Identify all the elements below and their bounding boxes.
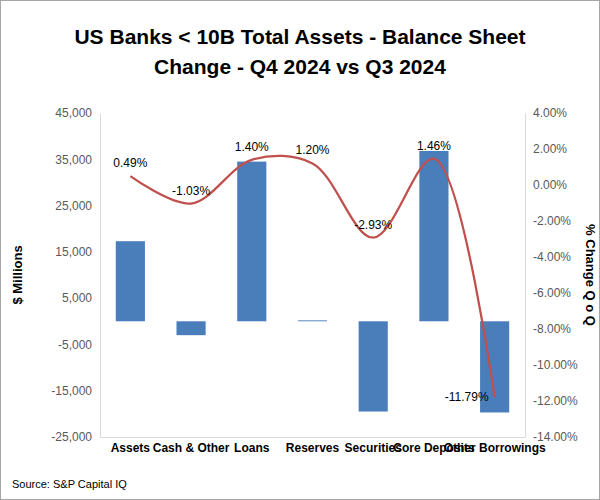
x-tick-label: Assets: [111, 441, 151, 455]
bar: [237, 162, 266, 322]
x-tick-label: Other Borrowings: [444, 441, 546, 455]
chart-title: US Banks < 10B Total Assets - Balance Sh…: [74, 25, 525, 48]
y-tick: 5,000: [62, 291, 100, 305]
y-tick: -25,000: [51, 430, 100, 444]
y2-tick-label: 4.00%: [533, 106, 567, 120]
bar: [359, 321, 388, 411]
x-tick: Reserves: [286, 437, 340, 455]
data-label: 1.20%: [295, 143, 329, 157]
y2-tick-label: -6.00%: [533, 286, 571, 300]
y-tick-label: 5,000: [62, 291, 92, 305]
chart-title: Change - Q4 2024 vs Q3 2024: [154, 55, 446, 78]
y2-tick: -2.00%: [525, 214, 571, 228]
bar: [116, 241, 145, 321]
source-note: Source: S&P Capital IQ: [12, 478, 127, 490]
y-tick-label: 35,000: [55, 153, 92, 167]
y-tick: 15,000: [55, 245, 100, 259]
y-tick-label: 15,000: [55, 245, 92, 259]
y2-tick: -4.00%: [525, 250, 571, 264]
y2-tick-label: -2.00%: [533, 214, 571, 228]
y-tick: 45,000: [55, 106, 100, 120]
y2-tick-label: 2.00%: [533, 142, 567, 156]
data-label: 1.46%: [417, 139, 451, 153]
y2-tick: -12.00%: [525, 394, 578, 408]
y2-axis: -14.00%-12.00%-10.00%-8.00%-6.00%-4.00%-…: [525, 106, 578, 444]
x-tick-label: Cash & Other: [153, 441, 230, 455]
bar: [298, 320, 327, 322]
y-axis: -25,000 -15,000 -5,000 5,000 15,000 25,000 35,…: [51, 106, 100, 444]
y-axis-title: $ Millions: [10, 245, 25, 304]
x-tick-label: Reserves: [286, 441, 340, 455]
y-tick-label: 25,000: [55, 199, 92, 213]
chart-border: [1, 1, 600, 500]
y2-tick: 2.00%: [525, 142, 567, 156]
data-label: -1.03%: [172, 184, 210, 198]
y2-tick-label: -4.00%: [533, 250, 571, 264]
y2-tick-label: -12.00%: [533, 394, 578, 408]
y2-tick-label: -8.00%: [533, 322, 571, 336]
y-tick-label: 45,000: [55, 106, 92, 120]
plot-marks: [116, 151, 509, 413]
bar: [419, 151, 448, 321]
chart: US Banks < 10B Total Assets - Balance Sh…: [0, 0, 600, 500]
y-tick: 25,000: [55, 199, 100, 213]
y2-tick: -10.00%: [525, 358, 578, 372]
y-axis-line: [100, 114, 101, 438]
data-label: 1.40%: [235, 140, 269, 154]
line: [130, 156, 494, 397]
y2-tick: 0.00%: [525, 178, 567, 192]
y2-tick: 4.00%: [525, 106, 567, 120]
y2-tick-label: 0.00%: [533, 178, 567, 192]
y-tick: -15,000: [51, 384, 100, 398]
data-label: -11.79%: [445, 390, 489, 404]
y-tick: -5,000: [58, 338, 100, 352]
y-tick: 35,000: [55, 153, 100, 167]
x-tick: Loans: [234, 437, 270, 455]
data-label: -2.93%: [354, 218, 392, 232]
y-tick-label: -25,000: [51, 430, 92, 444]
x-tick: Assets: [111, 437, 151, 455]
data-label: 0.49%: [113, 156, 147, 170]
y2-axis-line: [525, 114, 526, 438]
x-tick-label: Loans: [234, 441, 270, 455]
data-labels: 0.49% -1.03% 1.40% 1.20% -2.93% 1.46% -11.79%: [113, 139, 489, 405]
y-tick-label: -5,000: [58, 338, 92, 352]
y-tick-label: -15,000: [51, 384, 92, 398]
y2-tick: -6.00%: [525, 286, 571, 300]
x-tick: Cash & Other: [153, 437, 230, 455]
x-axis-line: [101, 437, 526, 438]
x-axis: AssetsCash & OtherLoansReservesSecuritie…: [101, 437, 546, 455]
y2-axis-title: % Change Q o Q: [583, 224, 598, 326]
y2-tick-label: -10.00%: [533, 358, 578, 372]
y2-tick: -8.00%: [525, 322, 571, 336]
x-tick: Other Borrowings: [444, 437, 546, 455]
bar: [177, 321, 206, 335]
